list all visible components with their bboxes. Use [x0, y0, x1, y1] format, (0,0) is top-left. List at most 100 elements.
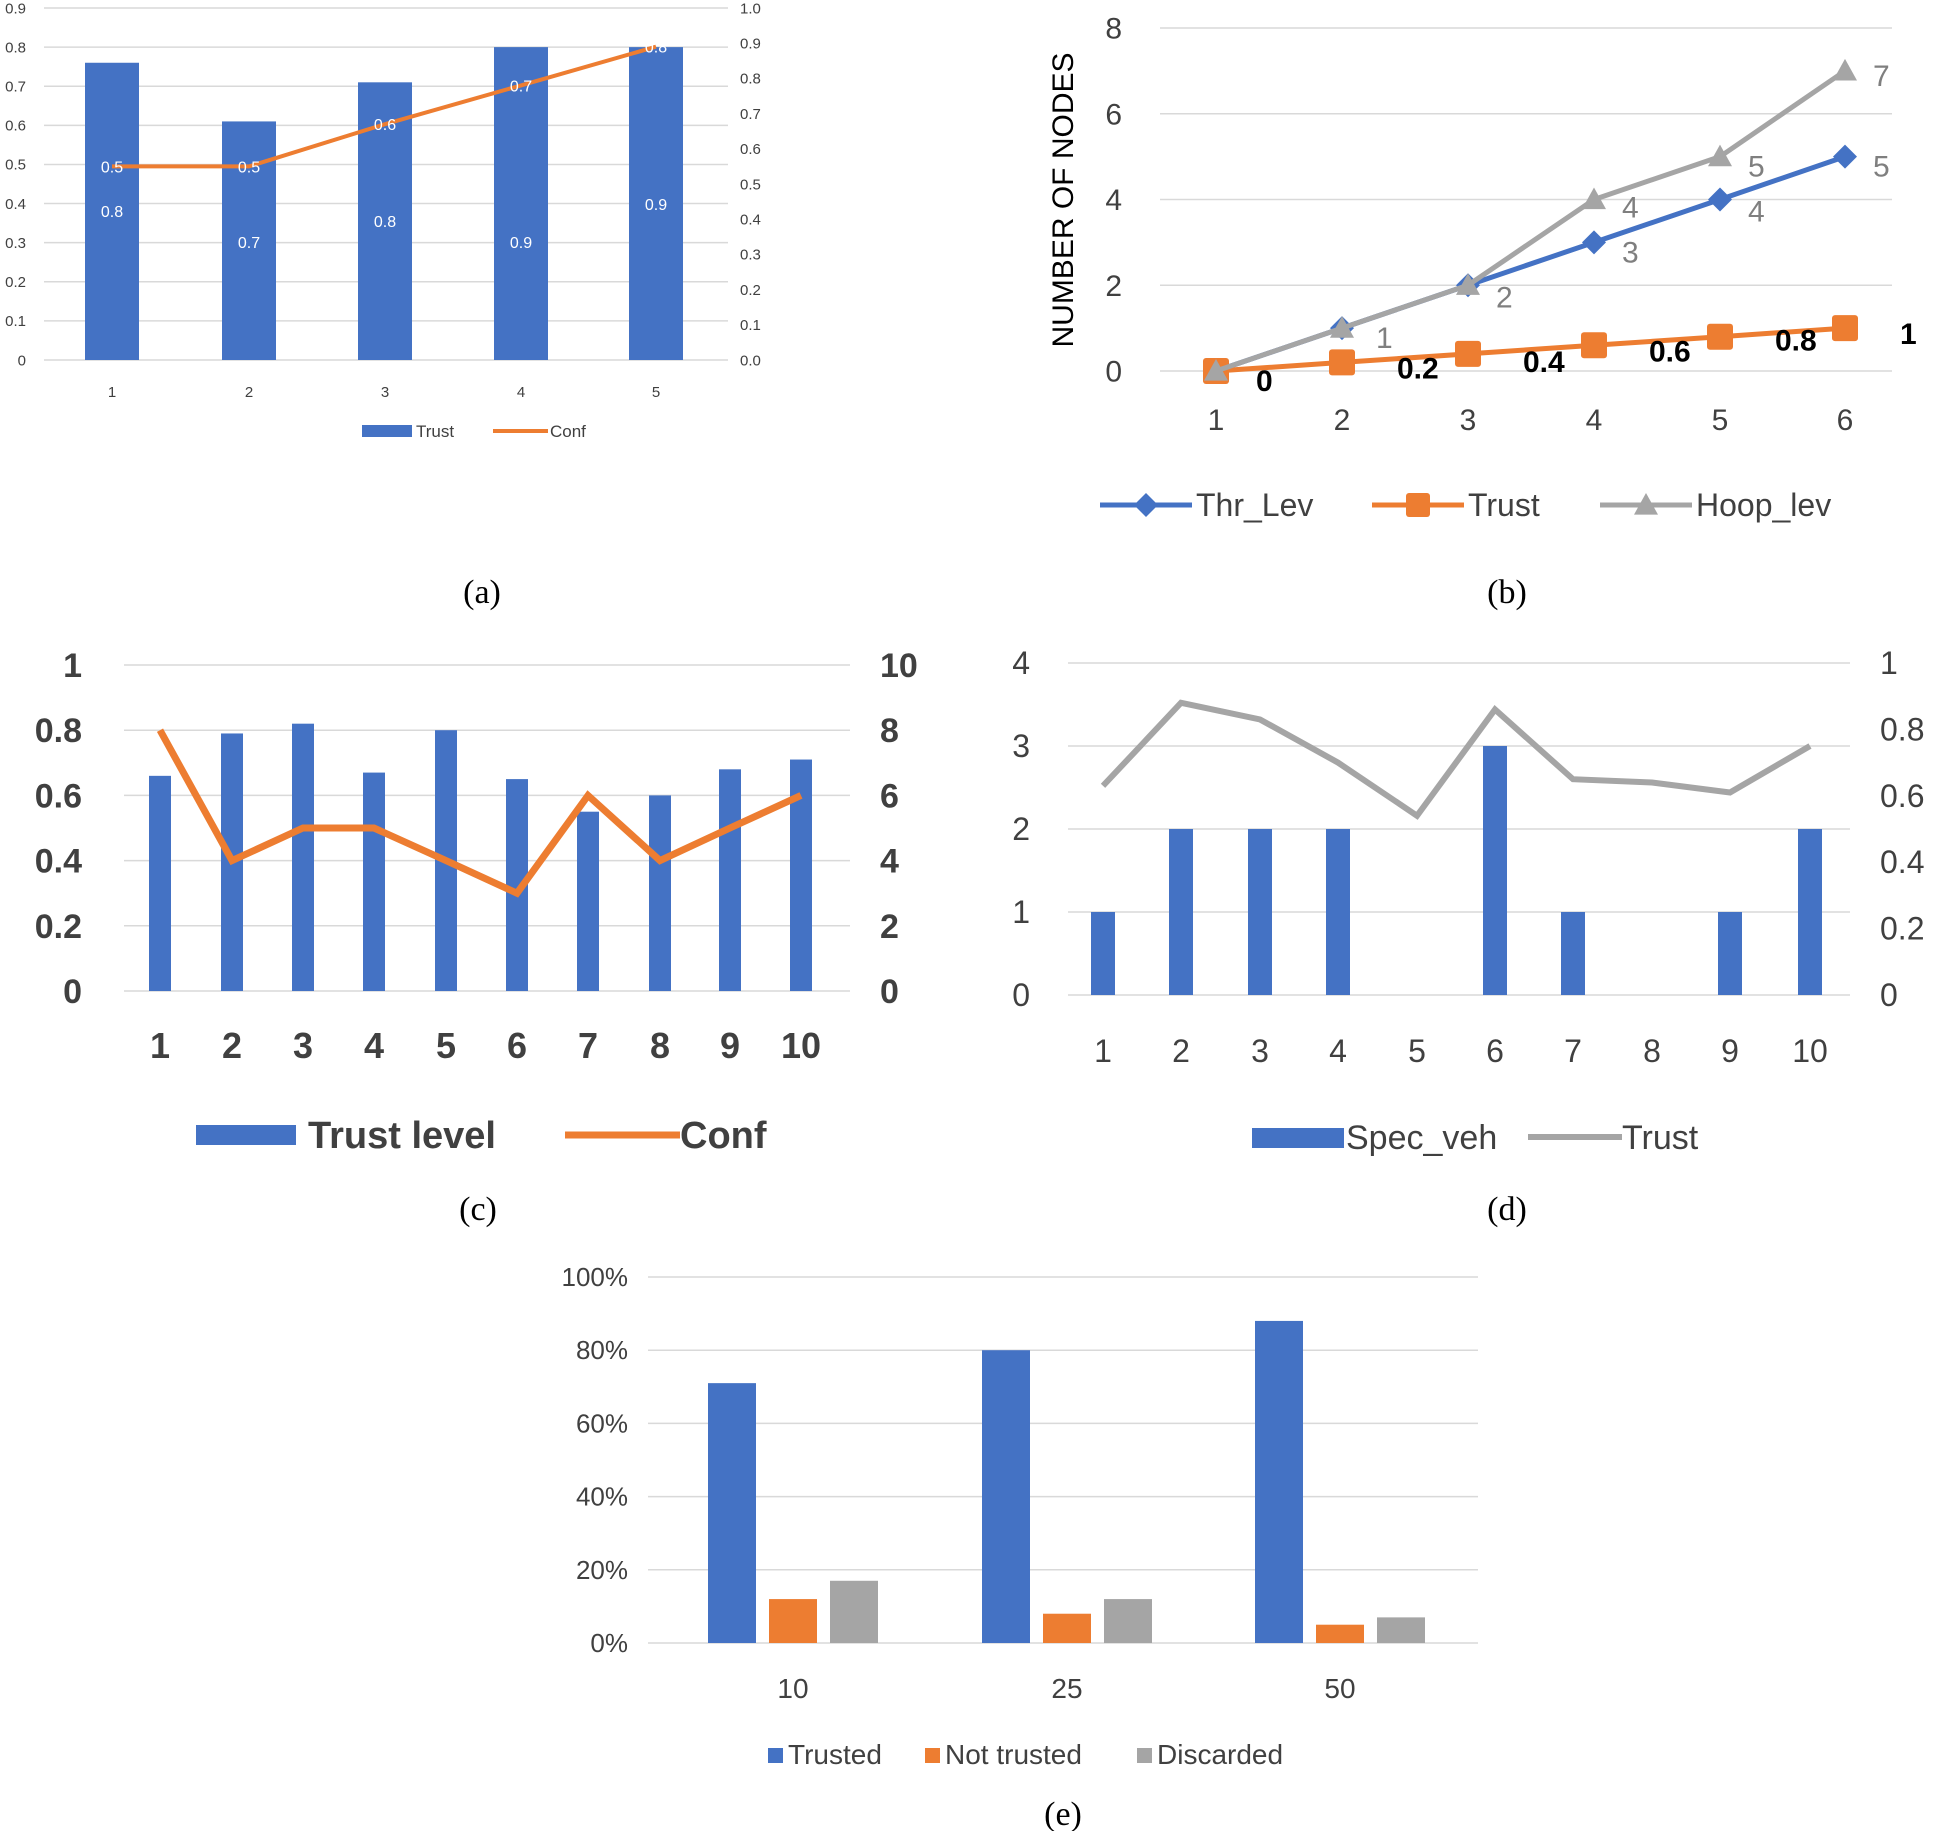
bar-trust — [629, 47, 683, 360]
caption-c: (c) — [459, 1191, 497, 1228]
chart-a: 0 0.1 0.2 0.3 0.4 0.5 0.6 0.7 0.8 0.9 0.0 0.1 0.2 0.3… — [5, 0, 761, 441]
y-tick-label: 100% — [562, 1262, 629, 1292]
y-tick-label: 0.8 — [5, 39, 26, 56]
x-tick-label: 10 — [781, 1025, 821, 1066]
x-tick-label: 6 — [1837, 404, 1854, 437]
y-tick-label: 0.5 — [740, 176, 761, 193]
x-tick-label: 3 — [1460, 404, 1477, 437]
x-tick-label: 8 — [650, 1025, 670, 1066]
y-tick-label: 0.9 — [5, 0, 26, 17]
bar-spec-veh — [1483, 746, 1507, 995]
y-tick-label-left: 0 — [63, 973, 82, 1011]
x-tick-label: 2 — [245, 384, 253, 401]
line-trust — [1100, 699, 1812, 820]
caption-d: (d) — [1487, 1191, 1527, 1228]
x-tick-label: 8 — [1643, 1033, 1661, 1069]
point-label: 4 — [1622, 192, 1639, 225]
point-label: 3 — [1622, 236, 1639, 269]
line-data-label: 0.5 — [238, 159, 260, 176]
bar-trusted — [982, 1350, 1030, 1643]
y-tick-label: 0.1 — [5, 313, 26, 330]
y-tick-label: 0.2 — [740, 282, 761, 299]
x-tick-label: 1 — [150, 1025, 170, 1066]
y-tick-label: 8 — [1105, 13, 1122, 46]
y-tick-label-right: 0 — [880, 973, 899, 1011]
y-tick-label: 2 — [1105, 270, 1122, 303]
x-tick-label: 1 — [1208, 404, 1225, 437]
caption-a: (a) — [463, 574, 501, 611]
y-tick-label: 0.6 — [5, 118, 26, 135]
legend-label: Trusted — [788, 1739, 882, 1770]
bar-discarded — [830, 1580, 878, 1643]
bar-data-label: 0.7 — [238, 235, 260, 252]
y-tick-label: 0.4 — [740, 211, 761, 228]
y-axis-title: NUMBER OF NODES — [1047, 52, 1080, 347]
x-tick-label: 4 — [1586, 404, 1603, 437]
x-tick-label: 3 — [293, 1025, 313, 1066]
y-tick-label-left: 0.8 — [35, 712, 82, 750]
legend-marker — [1406, 493, 1430, 517]
y-tick-label: 1.0 — [740, 0, 761, 17]
y-tick-label: 0.0 — [740, 352, 761, 369]
y-tick-label: 0.4 — [5, 196, 26, 213]
y-tick-label: 40% — [576, 1482, 628, 1512]
y-tick-label: 4 — [1105, 184, 1122, 217]
line-data-label: 0.6 — [374, 117, 396, 134]
legend-label: Discarded — [1157, 1739, 1283, 1770]
bar-trust-level — [363, 772, 385, 991]
chart-e: 0% 20% 40% 60% 80% 100% 10 25 50 Trusted Not trust… — [562, 1262, 1478, 1770]
y-tick-label: 0 — [1105, 356, 1122, 389]
bar-spec-veh — [1561, 912, 1585, 995]
bar-data-label: 0.9 — [645, 197, 667, 214]
bar-trust-level — [790, 759, 812, 991]
series-marker — [1582, 230, 1606, 255]
y-tick-label-left: 1 — [63, 647, 82, 685]
x-tick-label: 5 — [652, 384, 660, 401]
y-tick-label: 0% — [590, 1628, 628, 1658]
bar-spec-veh — [1798, 829, 1822, 995]
y-tick-label: 0.8 — [740, 71, 761, 88]
caption-e: (e) — [1044, 1796, 1082, 1831]
y-tick-label-right: 10 — [880, 647, 918, 685]
y-tick-label: 0.3 — [5, 235, 26, 252]
x-tick-label: 7 — [578, 1025, 598, 1066]
series-marker — [1833, 58, 1857, 81]
y-tick-label: 20% — [576, 1555, 628, 1585]
legend-label-trust-level: Trust level — [308, 1115, 496, 1157]
x-tick-label: 3 — [1251, 1033, 1269, 1069]
y-tick-label-left: 0.2 — [35, 908, 82, 946]
x-tick-label: 6 — [507, 1025, 527, 1066]
bar-trust-level — [292, 723, 314, 991]
series-marker — [1455, 340, 1481, 367]
bar-discarded — [1377, 1617, 1425, 1643]
caption-b: (b) — [1487, 574, 1527, 611]
x-tick-label: 1 — [1094, 1033, 1112, 1069]
x-tick-label: 25 — [1051, 1673, 1082, 1704]
x-tick-label: 1 — [108, 384, 116, 401]
series-marker — [1582, 187, 1606, 210]
series-line — [1215, 68, 1847, 374]
series-marker — [1832, 315, 1858, 342]
point-label: 5 — [1748, 151, 1765, 184]
legend-swatch — [768, 1748, 783, 1763]
point-label: 0 — [1256, 365, 1273, 398]
y-tick-label: 0.3 — [740, 247, 761, 264]
bar-trusted — [708, 1383, 756, 1643]
line-data-label: 0.5 — [101, 159, 123, 176]
point-label: 0.2 — [1397, 352, 1439, 385]
legend-swatch — [925, 1748, 940, 1763]
bar-spec-veh — [1326, 829, 1350, 995]
line-conf — [156, 728, 803, 898]
x-tick-label: 50 — [1324, 1673, 1355, 1704]
point-label: 4 — [1748, 196, 1765, 229]
point-label: 5 — [1873, 151, 1890, 184]
y-tick-label: 60% — [576, 1408, 628, 1438]
point-label: 0.8 — [1775, 325, 1817, 358]
legend-label-spec-veh: Spec_veh — [1346, 1119, 1497, 1157]
y-tick-label-right: 6 — [880, 777, 899, 815]
y-tick-label-right: 0 — [1880, 977, 1898, 1013]
series-marker — [1708, 187, 1732, 212]
bar-not-trusted — [1043, 1613, 1091, 1643]
y-tick-label: 0.1 — [740, 317, 761, 334]
